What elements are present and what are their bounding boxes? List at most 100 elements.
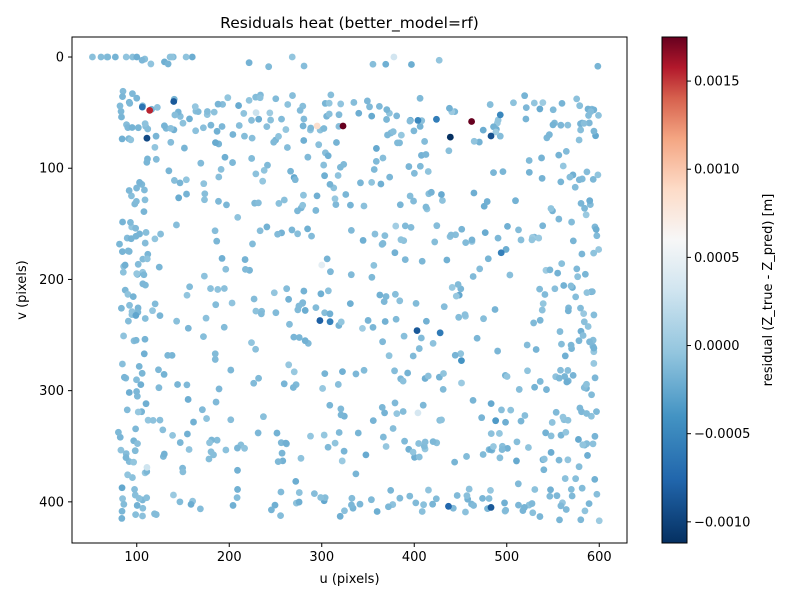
scatter-point <box>530 99 538 107</box>
scatter-point <box>546 266 554 274</box>
scatter-point <box>97 53 105 61</box>
scatter-point <box>463 492 471 500</box>
scatter-point <box>347 201 354 209</box>
scatter-point <box>212 139 219 147</box>
scatter-point <box>539 222 547 230</box>
scatter-point <box>440 303 448 311</box>
scatter-point <box>559 162 567 170</box>
scatter-point <box>531 383 539 391</box>
scatter-point <box>215 173 223 181</box>
scatter-point <box>552 408 560 416</box>
scatter-point <box>229 502 237 509</box>
scatter-point <box>151 235 159 243</box>
scatter-point <box>548 419 556 426</box>
scatter-point <box>136 179 143 186</box>
scatter-point <box>301 337 309 345</box>
scatter-point <box>504 444 511 452</box>
scatter-point <box>580 310 588 317</box>
scatter-point <box>376 291 384 299</box>
scatter-point <box>563 378 571 386</box>
scatter-point <box>454 281 462 288</box>
scatter-point <box>200 333 207 341</box>
scatter-point <box>129 293 137 300</box>
scatter-point-highlight <box>496 111 504 119</box>
scatter-point <box>176 498 184 506</box>
scatter-point <box>135 362 143 370</box>
scatter-point <box>126 99 134 107</box>
scatter-point <box>179 468 187 476</box>
scatter-point <box>479 126 487 134</box>
scatter-point <box>304 153 312 161</box>
scatter-point <box>510 99 517 107</box>
scatter-point <box>140 271 148 279</box>
scatter-point <box>227 366 235 374</box>
scatter-point <box>234 466 241 474</box>
scatter-point <box>562 147 570 155</box>
y-tick-label: 100 <box>39 162 64 177</box>
scatter-point <box>295 302 303 310</box>
scatter-point <box>590 360 598 367</box>
scatter-point <box>182 176 190 184</box>
scatter-point <box>175 194 183 202</box>
scatter-point <box>304 225 311 233</box>
scatter-point <box>167 124 175 132</box>
scatter-point <box>268 506 275 514</box>
scatter-point <box>196 505 204 513</box>
scatter-point <box>155 384 163 392</box>
scatter-point <box>475 138 483 146</box>
scatter-point <box>352 370 360 378</box>
scatter-point <box>210 108 218 116</box>
scatter-point <box>593 490 601 498</box>
scatter-point <box>354 429 362 437</box>
scatter-point <box>404 369 412 377</box>
scatter-point <box>173 317 181 325</box>
scatter-point <box>122 454 130 461</box>
scatter-point <box>382 443 390 450</box>
scatter-point <box>415 440 423 447</box>
scatter-point <box>118 135 126 143</box>
scatter-point <box>234 213 242 221</box>
scatter-point <box>116 102 124 110</box>
scatter-point <box>252 170 260 178</box>
scatter-point <box>118 515 126 522</box>
scatter-point <box>407 223 415 231</box>
scatter-point <box>139 504 147 512</box>
scatter-point-highlight <box>392 222 400 230</box>
scatter-point <box>536 105 544 113</box>
scatter-point <box>536 285 544 293</box>
scatter-point <box>320 431 328 439</box>
scatter-point <box>289 384 297 391</box>
scatter-point <box>487 400 495 408</box>
scatter-point <box>169 431 176 439</box>
scatter-point <box>485 495 493 502</box>
scatter-point <box>470 137 478 145</box>
scatter-point <box>512 197 519 205</box>
scatter-point <box>580 119 588 127</box>
scatter-point <box>119 268 127 276</box>
scatter-point <box>451 458 459 466</box>
scatter-point <box>321 370 329 378</box>
scatter-point <box>133 502 141 509</box>
scatter-points <box>89 53 603 525</box>
scatter-point <box>373 145 380 152</box>
scatter-point <box>522 104 530 111</box>
scatter-point <box>424 168 432 175</box>
scatter-point <box>593 232 601 240</box>
scatter-point <box>502 246 510 253</box>
scatter-point <box>387 486 395 494</box>
scatter-point <box>235 102 242 109</box>
scatter-point <box>515 386 523 393</box>
scatter-point <box>578 408 585 416</box>
scatter-point <box>348 501 355 509</box>
scatter-point <box>164 351 172 359</box>
scatter-point <box>183 190 190 198</box>
scatter-point <box>141 315 149 322</box>
colorbar-tick-label: 0.0015 <box>694 75 740 90</box>
scatter-point <box>119 495 126 503</box>
scatter-point <box>422 317 430 325</box>
scatter-point <box>134 408 142 416</box>
scatter-point <box>558 340 565 348</box>
scatter-point <box>554 269 562 277</box>
scatter-point <box>271 501 279 509</box>
scatter-point <box>342 191 350 198</box>
